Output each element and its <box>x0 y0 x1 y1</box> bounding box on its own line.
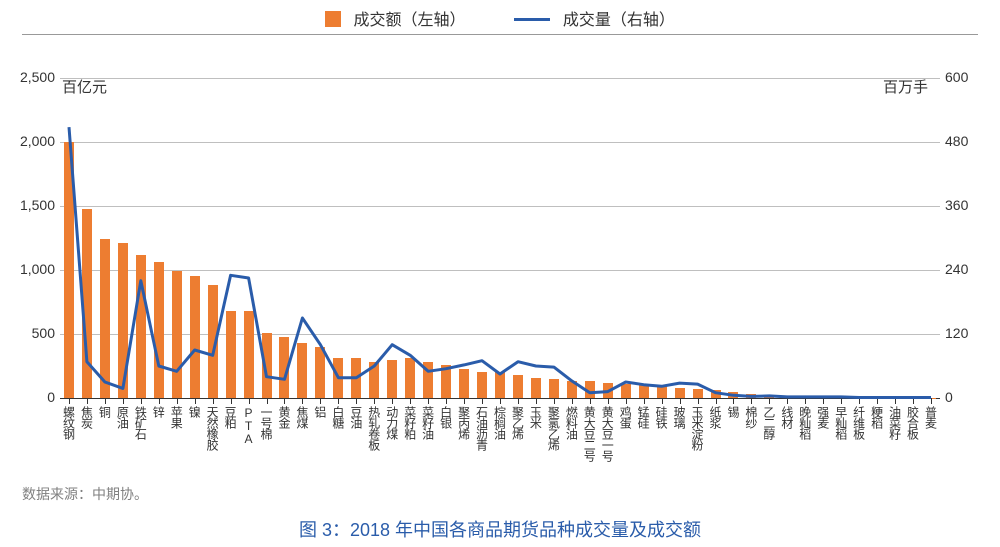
x-label: 苹果 <box>168 406 185 428</box>
x-label: 热轧卷板 <box>366 406 383 450</box>
x-label: 晚籼稻 <box>797 406 814 439</box>
legend: 成交额（左轴） 成交量（右轴） <box>0 6 1000 30</box>
top-rule <box>22 34 978 35</box>
x-label: 线材 <box>779 406 796 428</box>
y-right-tick-label: 120 <box>945 325 995 341</box>
x-label: 铝 <box>312 406 329 417</box>
x-label: 聚乙烯 <box>509 406 526 439</box>
y-right-tick-label: 360 <box>945 197 995 213</box>
x-label: 一号棉 <box>258 406 275 439</box>
x-label: 白糖 <box>330 406 347 428</box>
x-label: 纸浆 <box>707 406 724 428</box>
y-left-tick-label: 2,000 <box>5 133 55 149</box>
x-label: PTA <box>242 406 256 445</box>
x-label: 天然橡胶 <box>204 406 221 450</box>
x-label: 早籼稻 <box>833 406 850 439</box>
x-label: 棕榈油 <box>492 406 509 439</box>
y-left-tick-label: 2,500 <box>5 69 55 85</box>
x-label: 棉纱 <box>743 406 760 428</box>
x-label: 铜 <box>96 406 113 417</box>
x-label: 聚丙烯 <box>456 406 473 439</box>
x-label: 石油沥青 <box>474 406 491 450</box>
source-text: 数据来源：中期协。 <box>22 484 148 504</box>
legend-line-label: 成交量（右轴） <box>563 12 675 29</box>
x-label: 菜籽油 <box>420 406 437 439</box>
line-layer <box>60 78 940 398</box>
x-label: 聚氯乙烯 <box>545 406 562 450</box>
x-label: 豆油 <box>348 406 365 428</box>
legend-swatch-line <box>514 18 550 21</box>
y-right-tick-label: 0 <box>945 389 995 405</box>
y-left-tick-label: 0 <box>5 389 55 405</box>
x-label: 乙二醇 <box>761 406 778 439</box>
x-label: 玉米淀粉 <box>689 406 706 450</box>
x-label: 锡 <box>725 406 742 417</box>
x-label: 粳稻 <box>869 406 886 428</box>
volume-line <box>69 127 931 397</box>
y-right-tick-label: 240 <box>945 261 995 277</box>
x-label: 原油 <box>114 406 131 428</box>
x-label: 铁矿石 <box>132 406 149 439</box>
x-label: 焦煤 <box>294 406 311 428</box>
x-label: 黄金 <box>276 406 293 428</box>
x-label: 油菜籽 <box>887 406 904 439</box>
x-label: 燃料油 <box>563 406 580 439</box>
caption-text: 图 3：2018 年中国各商品期货品种成交量及成交额 <box>0 516 1000 542</box>
chart-root: 成交额（左轴） 成交量（右轴） 百亿元 百万手 05001,0001,5002,… <box>0 0 1000 547</box>
plot-area: 05001,0001,5002,0002,5000120240360480600 <box>60 78 940 398</box>
y-left-tick-label: 500 <box>5 325 55 341</box>
x-label: 焦炭 <box>78 406 95 428</box>
x-label: 菜籽粕 <box>402 406 419 439</box>
x-label: 玉米 <box>527 406 544 428</box>
x-label: 动力煤 <box>384 406 401 439</box>
y-right-tick-label: 600 <box>945 69 995 85</box>
x-label: 锰硅 <box>635 406 652 428</box>
x-label: 锌 <box>150 406 167 417</box>
x-label: 黄大豆二号 <box>581 406 598 461</box>
x-label: 纤维板 <box>851 406 868 439</box>
legend-bar-label: 成交额（左轴） <box>354 12 466 29</box>
x-label: 强麦 <box>815 406 832 428</box>
x-label: 胶合板 <box>905 406 922 439</box>
y-left-tick-label: 1,500 <box>5 197 55 213</box>
x-label: 豆粕 <box>222 406 239 428</box>
x-label: 白银 <box>438 406 455 428</box>
x-label: 黄大豆一号 <box>599 406 616 461</box>
x-label: 玻璃 <box>671 406 688 428</box>
x-label: 螺纹钢 <box>60 406 77 439</box>
x-label: 硅铁 <box>653 406 670 428</box>
x-label: 镍 <box>186 406 203 417</box>
x-labels: 螺纹钢焦炭铜原油铁矿石锌苹果镍天然橡胶豆粕PTA一号棉黄金焦煤铝白糖豆油热轧卷板… <box>60 404 940 484</box>
x-label: 普麦 <box>923 406 940 428</box>
legend-swatch-bar <box>325 11 341 27</box>
y-right-tick-label: 480 <box>945 133 995 149</box>
y-left-tick-label: 1,000 <box>5 261 55 277</box>
x-label: 鸡蛋 <box>617 406 634 428</box>
